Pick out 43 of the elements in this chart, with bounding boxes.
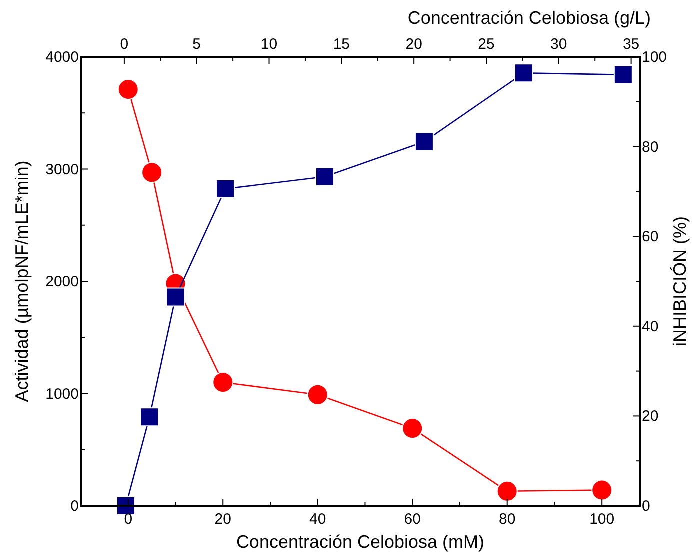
x-tick-label: 60: [404, 511, 421, 528]
x-tick-label: 0: [124, 511, 133, 528]
point: [496, 480, 518, 502]
y2-tick-label: 80: [642, 138, 659, 156]
x2-tick-label: 35: [622, 36, 640, 53]
y2-axis-title: iNHIBICIÓN (%): [670, 216, 690, 346]
y2-tick-label: 100: [642, 49, 668, 66]
point: [414, 132, 434, 152]
y2-tick-label: 0: [642, 498, 650, 515]
y-tick-label: 3000: [46, 161, 79, 178]
point: [614, 65, 633, 84]
point: [166, 288, 186, 307]
x2-tick-label: 10: [260, 36, 278, 53]
y2-tick-label: 60: [642, 228, 659, 246]
y2-tick-label: 40: [642, 318, 659, 336]
point: [592, 480, 613, 501]
y2-tick-label: 20: [642, 408, 659, 426]
point: [118, 79, 139, 100]
y-tick-label: 0: [70, 498, 79, 515]
y-axis-title: Actividad (µmolpNF/mLE*min): [12, 160, 32, 402]
x2-tick-label: 30: [550, 36, 568, 53]
point: [307, 384, 328, 406]
y-tick-label: 4000: [46, 49, 79, 66]
point: [402, 418, 424, 440]
point: [514, 64, 534, 83]
x2-tick-label: 0: [120, 36, 129, 53]
x2-tick-label: 20: [406, 36, 422, 53]
point: [140, 408, 160, 427]
y-tick-label: 2000: [46, 274, 79, 290]
x-tick-label: 40: [310, 511, 326, 528]
x-tick-label: 100: [590, 511, 615, 528]
x2-axis-title: Concentración Celobiosa (g/L): [408, 8, 651, 28]
x2-tick-label: 5: [192, 36, 202, 53]
x-tick-label: 20: [214, 511, 232, 528]
y-tick-label: 1000: [46, 386, 79, 403]
x-tick-label: 80: [499, 511, 516, 528]
x-axis-title: Concentración Celobiosa (mM): [236, 532, 485, 552]
point: [212, 372, 234, 394]
point: [315, 167, 334, 186]
x2-tick-label: 25: [478, 36, 495, 53]
x2-tick-label: 15: [333, 36, 350, 53]
point: [142, 162, 163, 184]
point: [216, 180, 235, 199]
